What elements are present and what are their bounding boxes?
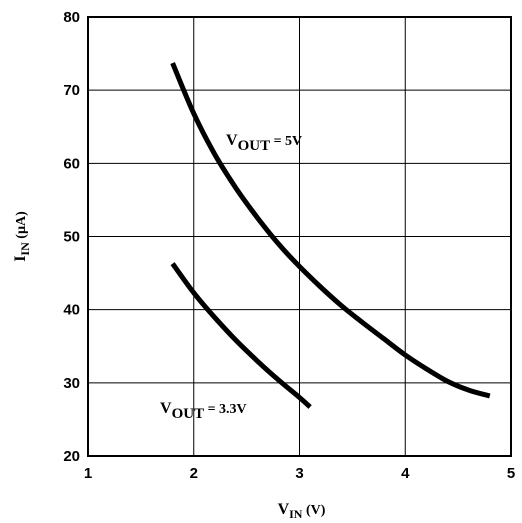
- plot-frame: [87, 16, 512, 457]
- series-label-sub: OUT: [238, 138, 271, 154]
- y-axis-title-unit: (µA): [14, 211, 29, 242]
- series-label-0: VOUT = 5V: [226, 132, 302, 154]
- series-label-rest: = 5V: [270, 134, 302, 149]
- y-tick-label: 50: [63, 229, 80, 246]
- series-lines: [170, 62, 491, 409]
- x-axis-title-main: V: [278, 501, 290, 518]
- x-axis-title-unit: (V): [302, 503, 325, 518]
- y-axis-title-main: I: [12, 256, 29, 262]
- series-line-1: [170, 262, 312, 409]
- series-label-main: V: [160, 400, 172, 417]
- series-label-rest: = 3.3V: [204, 402, 247, 417]
- y-tick-label: 30: [63, 375, 80, 392]
- x-axis-title: VIN (V): [278, 501, 326, 521]
- series-label-1: VOUT = 3.3V: [160, 400, 247, 422]
- x-tick-label: 3: [295, 465, 303, 482]
- series-label-sub: OUT: [172, 406, 205, 422]
- x-tick-label: 1: [84, 465, 92, 482]
- x-tick-label: 4: [401, 465, 410, 482]
- series-line-0: [170, 62, 491, 399]
- grid-lines: [88, 17, 511, 456]
- y-tick-label: 60: [63, 155, 80, 172]
- x-axis-title-sub: IN: [289, 507, 303, 521]
- y-tick-label: 40: [63, 302, 80, 319]
- y-tick-label: 80: [63, 9, 80, 26]
- y-axis-title: IIN (µA): [12, 211, 32, 262]
- y-axis-title-sub: IN: [18, 242, 32, 256]
- y-tick-label: 20: [63, 448, 80, 465]
- series-label-main: V: [226, 132, 238, 149]
- tick-labels: 1 2 3 4 5 20 30 40 50 60 70 80: [63, 9, 515, 482]
- x-tick-label: 5: [507, 465, 515, 482]
- y-tick-label: 70: [63, 82, 80, 99]
- x-tick-label: 2: [190, 465, 198, 482]
